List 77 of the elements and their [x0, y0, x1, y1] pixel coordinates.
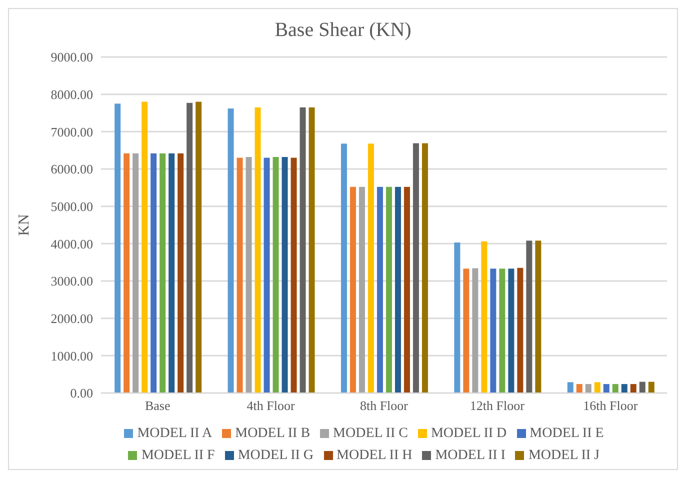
y-tick-label: 9000.00: [50, 50, 93, 65]
bar: [196, 102, 202, 393]
legend-label: MODEL II E: [530, 426, 604, 441]
legend-label: MODEL II B: [235, 426, 310, 441]
legend-label: MODEL II J: [528, 448, 600, 463]
bar: [254, 107, 261, 393]
bar: [394, 186, 401, 393]
bar: [350, 186, 356, 393]
bar: [308, 107, 315, 393]
legend-label: MODEL II F: [141, 448, 215, 463]
bar: [463, 268, 470, 393]
bar: [124, 153, 130, 393]
chart-title: Base Shear (KN): [274, 19, 412, 43]
x-tick-label: 16th Floor: [583, 398, 638, 414]
bar: [358, 186, 365, 393]
x-tick-label: 4th Floor: [246, 398, 296, 414]
bar: [186, 102, 193, 393]
y-tick-label: 4000.00: [50, 236, 93, 252]
bar: [422, 143, 428, 393]
bar: [526, 240, 532, 393]
bar: [114, 104, 121, 393]
bar: [603, 384, 610, 393]
bar: [376, 186, 383, 393]
y-tick-label: 5000.00: [50, 198, 93, 214]
legend-label: MODEL II A: [137, 426, 212, 441]
bar: [264, 158, 270, 393]
legend-label: MODEL II C: [333, 426, 408, 441]
bar: [517, 268, 524, 393]
bar: [612, 384, 618, 393]
bar: [368, 144, 374, 393]
bar: [490, 268, 496, 393]
bar: [576, 384, 582, 393]
legend-label: MODEL II I: [435, 448, 506, 463]
bar: [639, 382, 646, 393]
x-tick-label: Base: [144, 398, 170, 414]
y-tick-label: 7000.00: [50, 124, 93, 140]
bar: [535, 240, 542, 393]
bar: [246, 157, 252, 393]
bar: [648, 382, 654, 393]
bar: [594, 382, 600, 393]
bar: [386, 186, 392, 393]
bar: [481, 241, 488, 393]
bar: [168, 153, 175, 393]
bar: [454, 242, 460, 393]
bar: [150, 153, 157, 393]
legend-label: MODEL II D: [430, 426, 507, 441]
bar: [472, 268, 478, 393]
bar: [340, 144, 347, 393]
bar: [508, 268, 514, 393]
bar: [621, 384, 628, 393]
bar: [132, 153, 139, 393]
bar: [585, 384, 592, 393]
bar: [228, 108, 234, 393]
bar: [178, 153, 184, 393]
y-tick-label: 6000.00: [50, 162, 93, 177]
y-tick-label: 8000.00: [50, 86, 93, 102]
bar: [272, 157, 279, 393]
bar: [567, 382, 574, 393]
bar: [404, 186, 410, 393]
bar: [236, 158, 243, 393]
bar: [630, 384, 636, 393]
bar: [282, 157, 288, 393]
y-tick-label: 2000.00: [50, 310, 93, 326]
legend-label: MODEL II H: [336, 448, 412, 463]
y-tick-label: 0.00: [70, 386, 93, 401]
y-axis-title: KN: [16, 214, 32, 236]
bar: [412, 143, 419, 393]
bar: [300, 107, 306, 393]
y-tick-label: 1000.00: [50, 348, 93, 364]
y-tick-label: 3000.00: [50, 274, 93, 289]
bar: [290, 158, 297, 393]
bar: [142, 102, 148, 393]
bar: [160, 153, 166, 393]
bar: [499, 268, 506, 393]
x-tick-label: 8th Floor: [360, 398, 409, 414]
x-tick-label: 12th Floor: [470, 398, 526, 414]
legend-label: MODEL II G: [238, 448, 314, 463]
